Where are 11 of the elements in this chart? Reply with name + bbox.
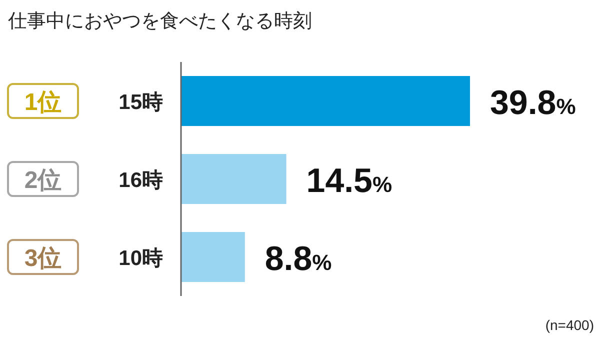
data-label: 39.8% (490, 84, 576, 122)
data-label: 8.8% (264, 240, 332, 278)
badge: 1位 (7, 83, 79, 119)
text: (n=400) (545, 317, 594, 333)
badge: 2位 (7, 161, 79, 197)
y-tick-label: 15時 (118, 91, 163, 114)
y-tick-label: 10時 (118, 247, 163, 270)
badge: 3位 (7, 239, 79, 275)
data-label: 14.5% (306, 162, 392, 200)
chart-title: 仕事中におやつを食べたくなる時刻 (7, 10, 312, 32)
y-tick-label: 16時 (118, 169, 163, 192)
